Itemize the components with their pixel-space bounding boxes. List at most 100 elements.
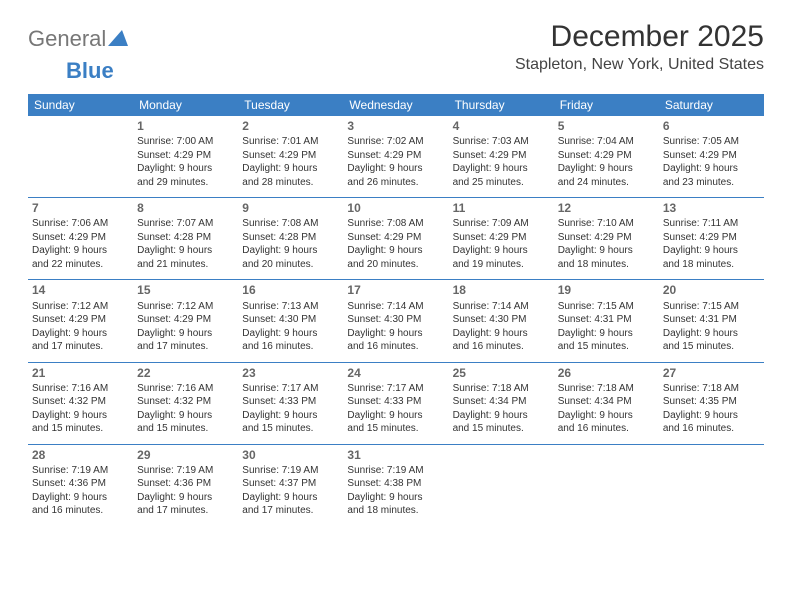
day-number: 27 [663, 365, 760, 381]
day-info-line: Sunset: 4:28 PM [137, 231, 234, 245]
day-number: 13 [663, 200, 760, 216]
day-number: 10 [347, 200, 444, 216]
day-info-line: Daylight: 9 hours [347, 491, 444, 505]
calendar-day-cell: 19Sunrise: 7:15 AMSunset: 4:31 PMDayligh… [554, 280, 659, 362]
day-info-line: Sunset: 4:29 PM [558, 149, 655, 163]
day-info-line: Sunset: 4:30 PM [242, 313, 339, 327]
day-info-line: Daylight: 9 hours [453, 409, 550, 423]
location: Stapleton, New York, United States [515, 56, 764, 74]
day-number: 3 [347, 118, 444, 134]
day-number: 26 [558, 365, 655, 381]
calendar-day-cell: 4Sunrise: 7:03 AMSunset: 4:29 PMDaylight… [449, 116, 554, 198]
day-info-line: Sunrise: 7:13 AM [242, 300, 339, 314]
day-info-line: Sunset: 4:36 PM [32, 477, 129, 491]
weekday-header: Friday [554, 94, 659, 116]
calendar-day-cell: 23Sunrise: 7:17 AMSunset: 4:33 PMDayligh… [238, 362, 343, 444]
day-info-line: and 17 minutes. [137, 504, 234, 518]
day-info-line: and 29 minutes. [137, 176, 234, 190]
day-number: 21 [32, 365, 129, 381]
day-info-line: Sunset: 4:35 PM [663, 395, 760, 409]
day-info-line: Sunrise: 7:12 AM [32, 300, 129, 314]
day-info-line: Sunset: 4:29 PM [32, 313, 129, 327]
day-info-line: Sunrise: 7:16 AM [137, 382, 234, 396]
day-info-line: Sunset: 4:29 PM [137, 149, 234, 163]
day-info-line: Daylight: 9 hours [137, 491, 234, 505]
day-info-line: and 17 minutes. [32, 340, 129, 354]
day-info-line: Sunrise: 7:04 AM [558, 135, 655, 149]
calendar-day-cell: 6Sunrise: 7:05 AMSunset: 4:29 PMDaylight… [659, 116, 764, 198]
calendar-day-cell: 28Sunrise: 7:19 AMSunset: 4:36 PMDayligh… [28, 444, 133, 526]
day-info-line: Sunrise: 7:03 AM [453, 135, 550, 149]
month-title: December 2025 [515, 20, 764, 54]
day-info-line: Sunrise: 7:12 AM [137, 300, 234, 314]
day-info-line: and 22 minutes. [32, 258, 129, 272]
day-info-line: Sunrise: 7:07 AM [137, 217, 234, 231]
day-info-line: Sunrise: 7:18 AM [453, 382, 550, 396]
day-info-line: Sunset: 4:34 PM [453, 395, 550, 409]
weekday-header: Saturday [659, 94, 764, 116]
day-number: 16 [242, 282, 339, 298]
day-number: 4 [453, 118, 550, 134]
day-number: 20 [663, 282, 760, 298]
logo-text-general: General [28, 26, 106, 52]
calendar-day-cell: 14Sunrise: 7:12 AMSunset: 4:29 PMDayligh… [28, 280, 133, 362]
day-info-line: and 15 minutes. [137, 422, 234, 436]
day-info-line: Daylight: 9 hours [558, 409, 655, 423]
day-info-line: Sunset: 4:29 PM [32, 231, 129, 245]
day-number: 22 [137, 365, 234, 381]
day-info-line: and 15 minutes. [32, 422, 129, 436]
day-info-line: Sunset: 4:29 PM [137, 313, 234, 327]
calendar-week-row: 1Sunrise: 7:00 AMSunset: 4:29 PMDaylight… [28, 116, 764, 198]
day-info-line: Daylight: 9 hours [32, 327, 129, 341]
day-info-line: Daylight: 9 hours [663, 409, 760, 423]
day-info-line: Sunrise: 7:19 AM [347, 464, 444, 478]
day-info-line: Sunrise: 7:10 AM [558, 217, 655, 231]
day-info-line: Sunset: 4:29 PM [663, 231, 760, 245]
day-info-line: Sunrise: 7:08 AM [347, 217, 444, 231]
calendar-day-cell: 27Sunrise: 7:18 AMSunset: 4:35 PMDayligh… [659, 362, 764, 444]
calendar-day-cell: 22Sunrise: 7:16 AMSunset: 4:32 PMDayligh… [133, 362, 238, 444]
day-info-line: Daylight: 9 hours [242, 491, 339, 505]
day-info-line: and 15 minutes. [347, 422, 444, 436]
day-info-line: and 16 minutes. [347, 340, 444, 354]
day-info-line: Sunrise: 7:00 AM [137, 135, 234, 149]
day-info-line: Sunset: 4:30 PM [347, 313, 444, 327]
day-number: 24 [347, 365, 444, 381]
day-info-line: Sunrise: 7:09 AM [453, 217, 550, 231]
day-info-line: and 18 minutes. [347, 504, 444, 518]
day-number: 25 [453, 365, 550, 381]
day-info-line: Sunrise: 7:17 AM [347, 382, 444, 396]
calendar-day-cell: 8Sunrise: 7:07 AMSunset: 4:28 PMDaylight… [133, 198, 238, 280]
calendar-day-cell: 30Sunrise: 7:19 AMSunset: 4:37 PMDayligh… [238, 444, 343, 526]
weekday-header: Thursday [449, 94, 554, 116]
day-number: 5 [558, 118, 655, 134]
day-info-line: Sunrise: 7:17 AM [242, 382, 339, 396]
day-info-line: Daylight: 9 hours [137, 244, 234, 258]
calendar-day-cell: 26Sunrise: 7:18 AMSunset: 4:34 PMDayligh… [554, 362, 659, 444]
day-number: 18 [453, 282, 550, 298]
day-number: 30 [242, 447, 339, 463]
day-info-line: and 24 minutes. [558, 176, 655, 190]
day-info-line: Sunset: 4:33 PM [347, 395, 444, 409]
day-info-line: and 15 minutes. [453, 422, 550, 436]
day-info-line: and 16 minutes. [242, 340, 339, 354]
day-info-line: and 18 minutes. [558, 258, 655, 272]
day-info-line: Daylight: 9 hours [453, 162, 550, 176]
calendar-day-cell: 24Sunrise: 7:17 AMSunset: 4:33 PMDayligh… [343, 362, 448, 444]
day-info-line: Sunrise: 7:19 AM [32, 464, 129, 478]
day-info-line: Sunset: 4:29 PM [663, 149, 760, 163]
day-info-line: Sunrise: 7:01 AM [242, 135, 339, 149]
day-number: 31 [347, 447, 444, 463]
calendar-day-cell: 9Sunrise: 7:08 AMSunset: 4:28 PMDaylight… [238, 198, 343, 280]
calendar-day-cell: 1Sunrise: 7:00 AMSunset: 4:29 PMDaylight… [133, 116, 238, 198]
day-info-line: Sunset: 4:36 PM [137, 477, 234, 491]
calendar-day-cell [554, 444, 659, 526]
day-info-line: and 16 minutes. [558, 422, 655, 436]
day-info-line: Sunset: 4:29 PM [242, 149, 339, 163]
day-info-line: Sunrise: 7:19 AM [137, 464, 234, 478]
day-info-line: and 21 minutes. [137, 258, 234, 272]
day-info-line: Daylight: 9 hours [453, 244, 550, 258]
logo: General [28, 20, 128, 52]
day-info-line: Sunset: 4:33 PM [242, 395, 339, 409]
day-info-line: Sunset: 4:34 PM [558, 395, 655, 409]
